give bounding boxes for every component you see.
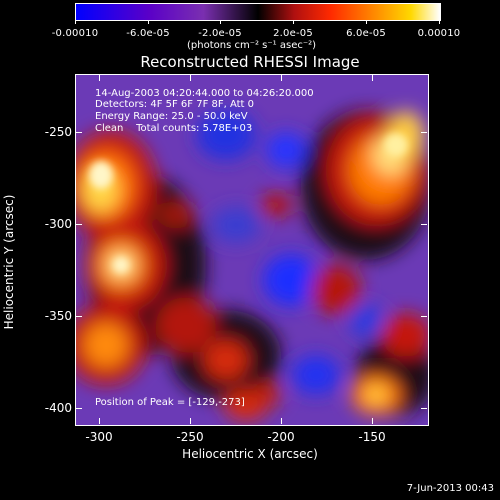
y-axis-label: Heliocentric Y (arcsec) bbox=[2, 194, 16, 330]
colorbar-tick-label: 2.0e-05 bbox=[273, 28, 313, 39]
y-tick-label: -250 bbox=[44, 125, 72, 139]
colorbar-tick-label: -2.0e-05 bbox=[198, 28, 242, 39]
image-plot: 14-Aug-2003 04:20:44.000 to 04:26:20.000… bbox=[75, 74, 429, 426]
creation-date: 7-Jun-2013 00:43 bbox=[406, 483, 494, 494]
colorbar bbox=[75, 3, 441, 21]
y-tick-label: -300 bbox=[44, 217, 72, 231]
colorbar-tick-label: 6.0e-05 bbox=[346, 28, 386, 39]
rhessi-image bbox=[76, 75, 428, 425]
colorbar-tick-label: -6.0e-05 bbox=[126, 28, 170, 39]
x-tick-label: -200 bbox=[267, 430, 295, 444]
colorbar-tick-label: -0.00010 bbox=[51, 28, 99, 39]
colorbar-tick-label: 0.00010 bbox=[417, 28, 461, 39]
x-tick-label: -150 bbox=[358, 430, 386, 444]
x-tick-label: -250 bbox=[176, 430, 204, 444]
y-tick-label: -350 bbox=[44, 309, 72, 323]
info-clean-counts: Clean Total counts: 5.78E+03 bbox=[95, 123, 253, 134]
x-axis-label: Heliocentric X (arcsec) bbox=[182, 447, 318, 461]
image-title: Reconstructed RHESSI Image bbox=[140, 53, 360, 71]
info-detectors: Detectors: 4F 5F 6F 7F 8F, Att 0 bbox=[95, 99, 255, 110]
y-tick-label: -400 bbox=[44, 401, 72, 415]
info-time-range: 14-Aug-2003 04:20:44.000 to 04:26:20.000 bbox=[95, 88, 314, 99]
info-energy-range: Energy Range: 25.0 - 50.0 keV bbox=[95, 111, 248, 122]
info-peak-position: Position of Peak = [-129,-273] bbox=[95, 397, 245, 408]
colorbar-units: (photons cm⁻² s⁻¹ asec⁻²) bbox=[187, 40, 317, 51]
x-tick-label: -300 bbox=[85, 430, 113, 444]
